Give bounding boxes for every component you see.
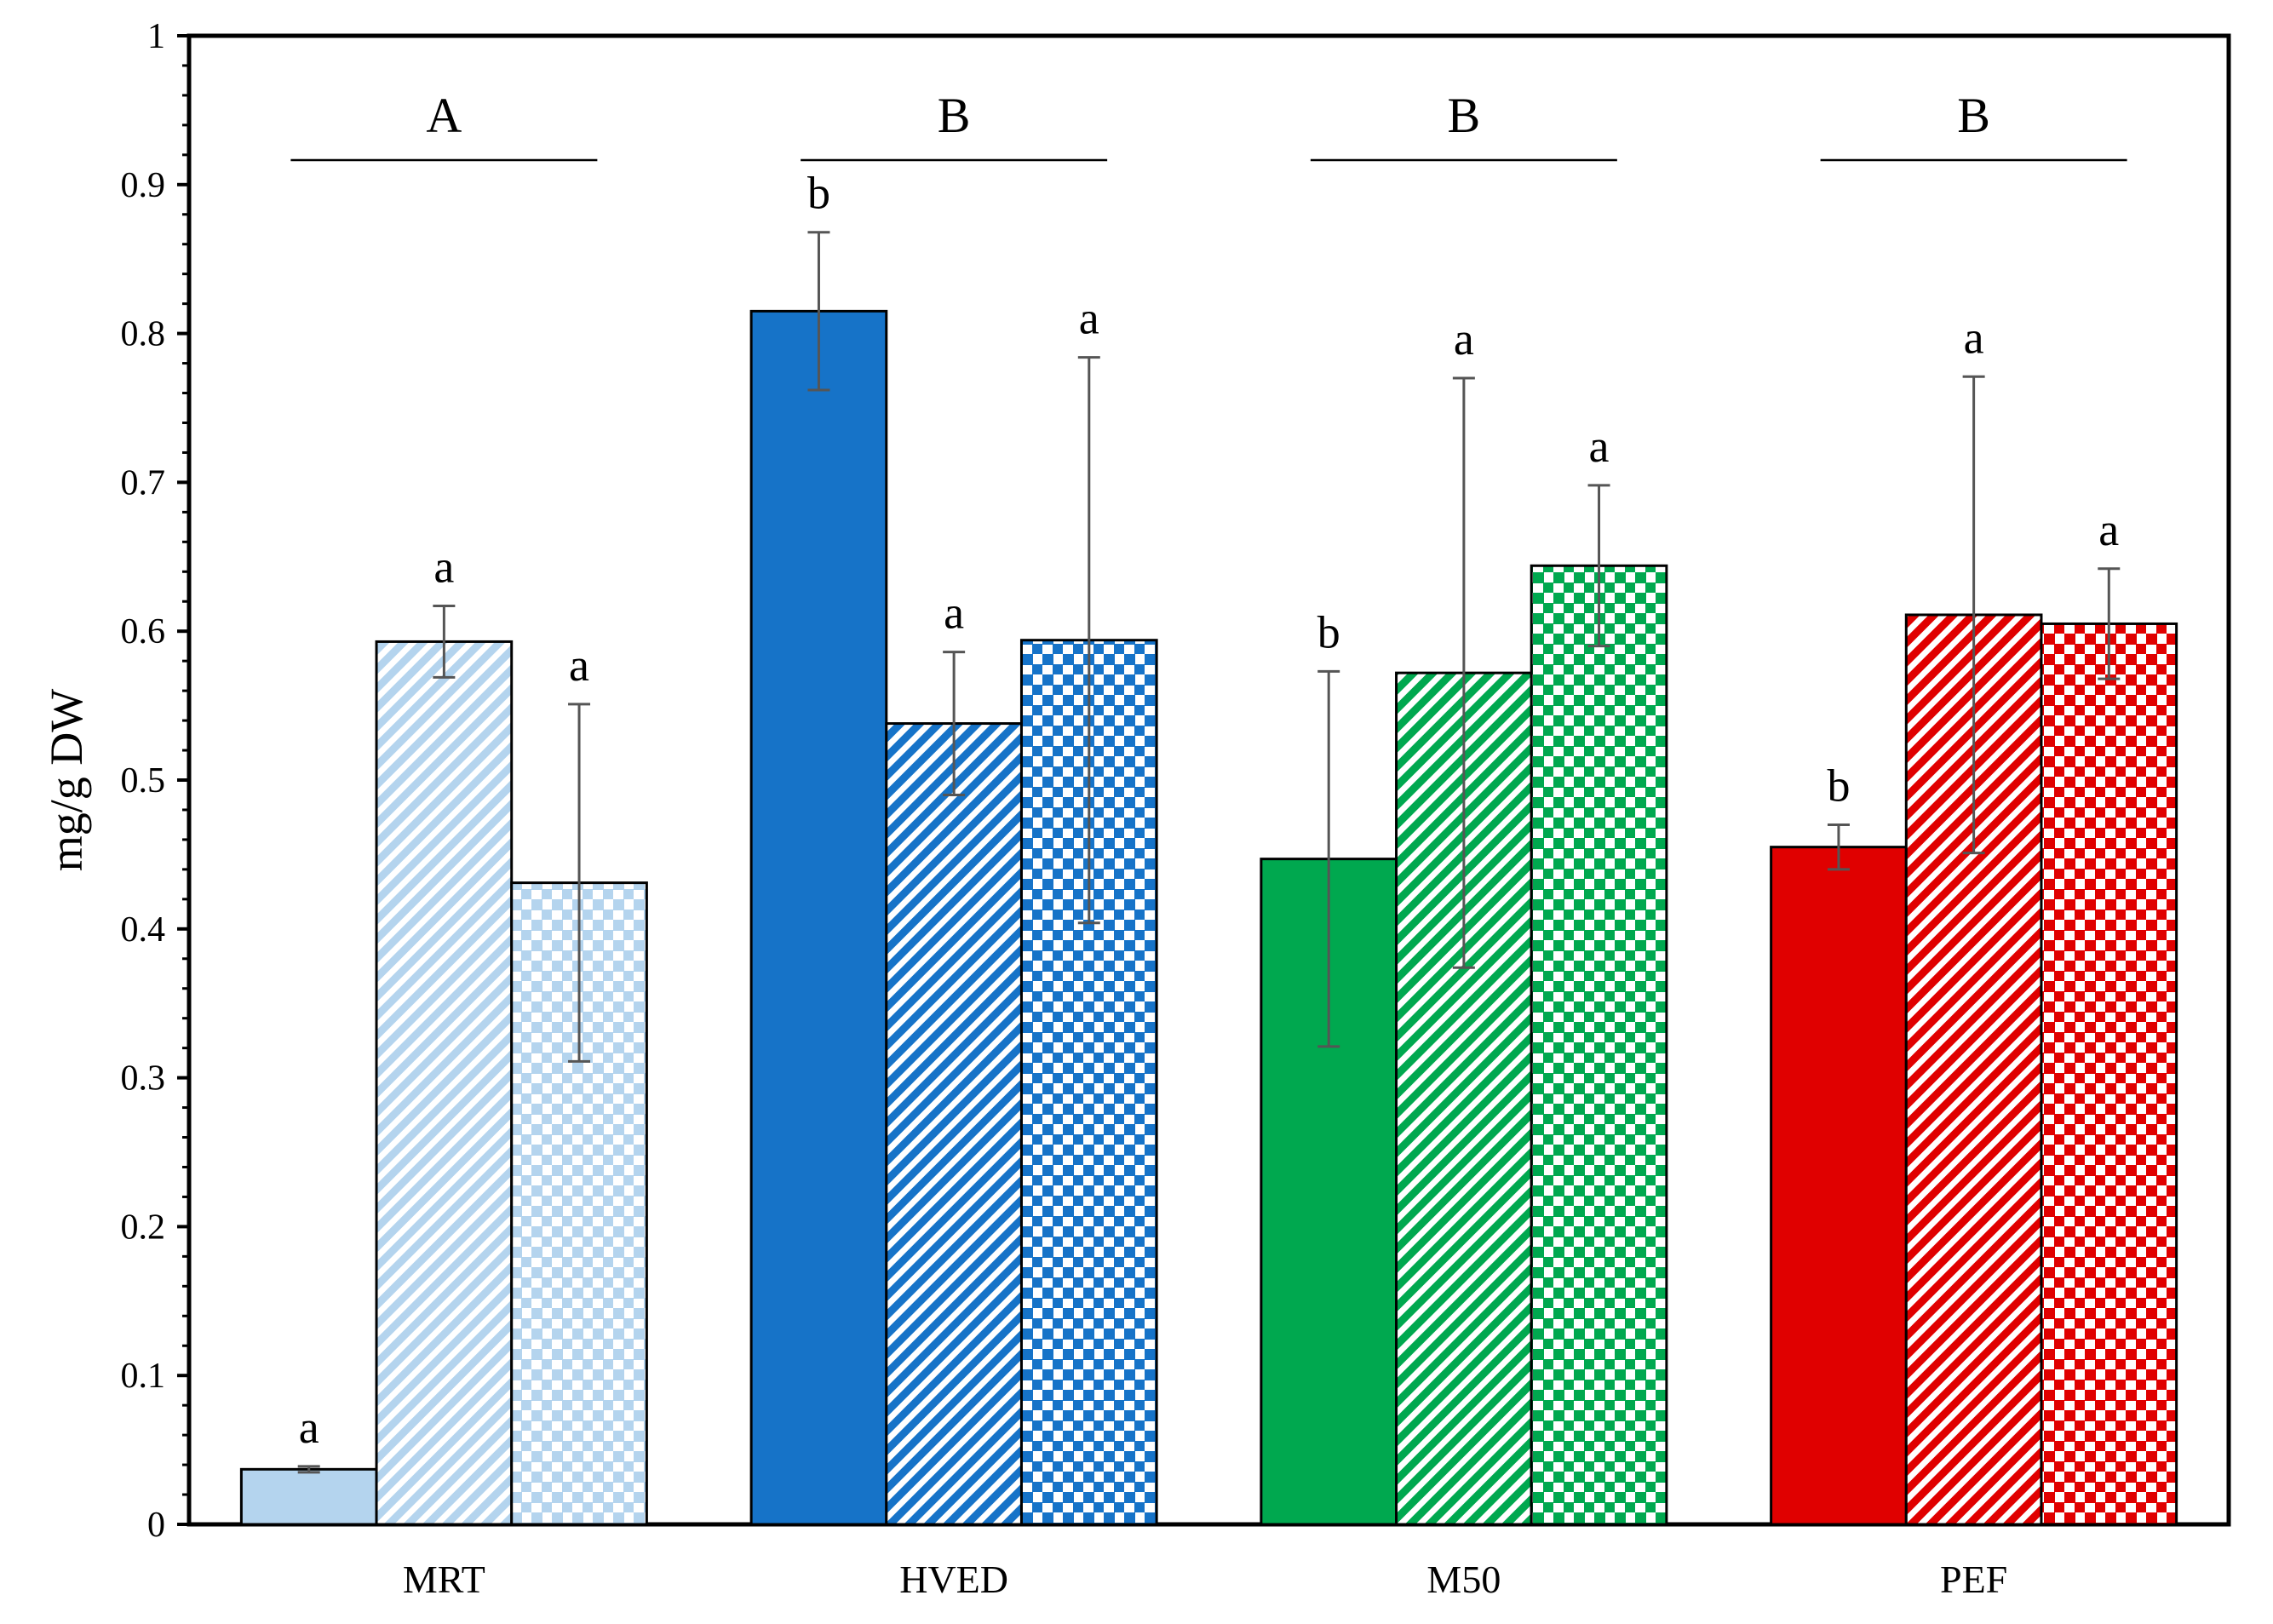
- error-bars-layer: [297, 231, 2121, 1474]
- y-tick-label: 0.6: [121, 612, 166, 651]
- significance-label: a: [1589, 421, 1610, 472]
- y-axis-label: mg/g DW: [41, 689, 92, 872]
- significance-label: b: [807, 168, 830, 219]
- group-letter: B: [938, 88, 971, 143]
- y-tick-label: 0.2: [121, 1208, 166, 1247]
- group-letter: A: [426, 88, 462, 143]
- significance-label: a: [1454, 313, 1474, 364]
- y-tick-label: 1: [147, 17, 165, 56]
- bar-mrt-2: [375, 640, 514, 1526]
- y-tick-label: 0: [147, 1506, 165, 1545]
- y-tick-label: 0.9: [121, 166, 166, 205]
- significance-label: a: [2098, 504, 2119, 555]
- significance-label: b: [1317, 606, 1340, 657]
- annotations-layer: a a a Ab a a Bb a a Bb a a B: [290, 88, 2127, 1453]
- bar-pef-1: [1770, 846, 1908, 1526]
- significance-label: a: [433, 541, 454, 592]
- y-axis: 0 0.1 0.2 0.3 0.4 0.5 0.6 0.7 0.8 0.9 1: [121, 17, 189, 1545]
- x-tick-label: M50: [1426, 1558, 1501, 1601]
- y-tick-label: 0.5: [121, 761, 166, 801]
- y-tick-label: 0.8: [121, 315, 166, 354]
- y-tick-label: 0.4: [121, 910, 166, 950]
- bar-hved-2: [885, 722, 1023, 1526]
- bars-layer: [239, 309, 2178, 1526]
- group-letter: B: [1448, 88, 1481, 143]
- x-tick-label: HVED: [899, 1558, 1008, 1601]
- significance-label: b: [1827, 760, 1850, 811]
- x-axis: MRT HVED M50 PEF: [403, 1558, 2007, 1601]
- bar-mrt-1: [239, 1467, 378, 1526]
- x-tick-label: MRT: [403, 1558, 485, 1601]
- significance-label: a: [1079, 293, 1099, 344]
- x-tick-label: PEF: [1940, 1558, 2007, 1601]
- y-tick-label: 0.7: [121, 463, 166, 502]
- bar-m50-3: [1530, 564, 1668, 1526]
- significance-label: a: [944, 588, 964, 639]
- significance-label: a: [569, 640, 589, 691]
- y-tick-label: 0.3: [121, 1059, 166, 1099]
- significance-label: a: [1964, 312, 1984, 363]
- bar-hved-3: [1019, 639, 1158, 1526]
- bar-hved-1: [749, 309, 888, 1526]
- significance-label: a: [299, 1402, 319, 1453]
- bar-pef-3: [2040, 622, 2178, 1526]
- group-letter: B: [1957, 88, 1990, 143]
- y-tick-label: 0.1: [121, 1357, 166, 1396]
